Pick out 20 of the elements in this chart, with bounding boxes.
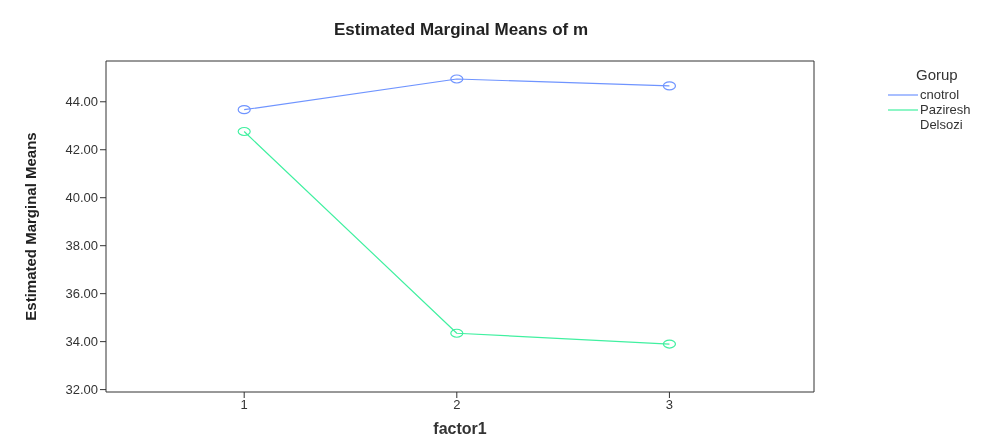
point (450, 328, 464, 338)
point (237, 126, 251, 137)
legend-label: Paziresh Delsozi (920, 102, 972, 132)
y-axis-title: Estimated Marginal Means (21, 132, 39, 321)
y-tick-label: 44.00 (65, 94, 98, 110)
y-tick-label: 36.00 (65, 286, 98, 302)
legend-title: Gorup (916, 66, 959, 83)
y-tick-label: 42.00 (65, 142, 98, 158)
point (450, 74, 464, 84)
y-tick-label: 34.00 (65, 334, 98, 350)
y-tick-label: 32.00 (65, 382, 98, 398)
x-tick-label: 3 (665, 397, 674, 413)
chart-title: Estimated Marginal Means of m (332, 20, 590, 40)
y-tick-label: 38.00 (65, 238, 98, 254)
x-axis-title: factor1 (433, 420, 487, 437)
point (237, 105, 251, 115)
x-tick-label: 1 (240, 397, 248, 413)
legend-label: cnotrol (920, 87, 960, 102)
y-tick-label: 40.00 (65, 190, 98, 206)
x-tick-label: 2 (453, 397, 461, 413)
